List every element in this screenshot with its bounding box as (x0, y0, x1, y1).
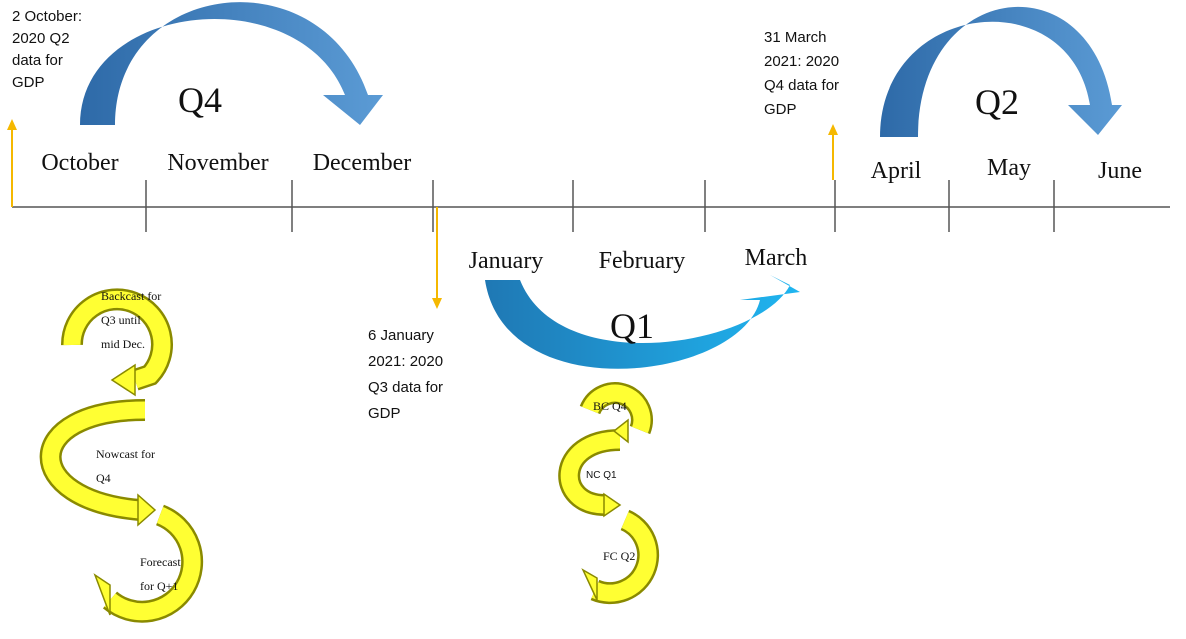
cycle-step: Backcast for (101, 289, 161, 303)
release-note: 2021: 2020 (764, 53, 839, 70)
cycle-step: NC Q1 (586, 470, 617, 481)
release-note: 2 October: (12, 8, 82, 25)
quarter-arrows (80, 2, 1122, 369)
cycle-step: BC Q4 (593, 399, 627, 413)
release-note: 2020 Q2 (12, 30, 70, 47)
cycle-labels: Backcast for Q3 until mid Dec. Nowcast f… (96, 289, 635, 593)
release-note: GDP (764, 101, 797, 118)
cycle-step: mid Dec. (101, 337, 145, 351)
month-label: October (41, 150, 118, 176)
quarter-label: Q4 (178, 80, 222, 120)
release-note: Q3 data for (368, 379, 443, 396)
month-label: June (1098, 158, 1142, 184)
quarter-labels: Q4 Q1 Q2 (178, 80, 1019, 346)
cycle-step: Nowcast for (96, 447, 155, 461)
release-note: GDP (368, 405, 401, 422)
month-label: November (167, 150, 268, 176)
forecast-spirals (39, 288, 660, 623)
month-label: December (313, 150, 412, 176)
release-notes: 2 October: 2020 Q2 data for GDP 6 Januar… (12, 8, 839, 422)
month-label: March (745, 245, 808, 271)
quarter-label: Q2 (975, 82, 1019, 122)
month-label: February (599, 248, 686, 274)
month-label: April (871, 158, 922, 184)
release-arrows (7, 119, 838, 309)
release-note: 2021: 2020 (368, 353, 443, 370)
cycle-step: Forecast (140, 555, 181, 569)
cycle-step: for Q+1 (140, 579, 178, 593)
month-label: May (987, 155, 1031, 181)
release-note: 6 January (368, 327, 434, 344)
month-labels: October November December January Februa… (41, 150, 1142, 274)
release-note: GDP (12, 74, 45, 91)
axis (12, 180, 1170, 232)
month-label: January (469, 248, 544, 274)
release-note: data for (12, 52, 63, 69)
cycle-step: FC Q2 (603, 549, 635, 563)
quarter-label: Q1 (610, 306, 654, 346)
cycle-step: Q3 until (101, 313, 141, 327)
release-note: 31 March (764, 29, 827, 46)
release-note: Q4 data for (764, 77, 839, 94)
cycle-step: Q4 (96, 471, 111, 485)
